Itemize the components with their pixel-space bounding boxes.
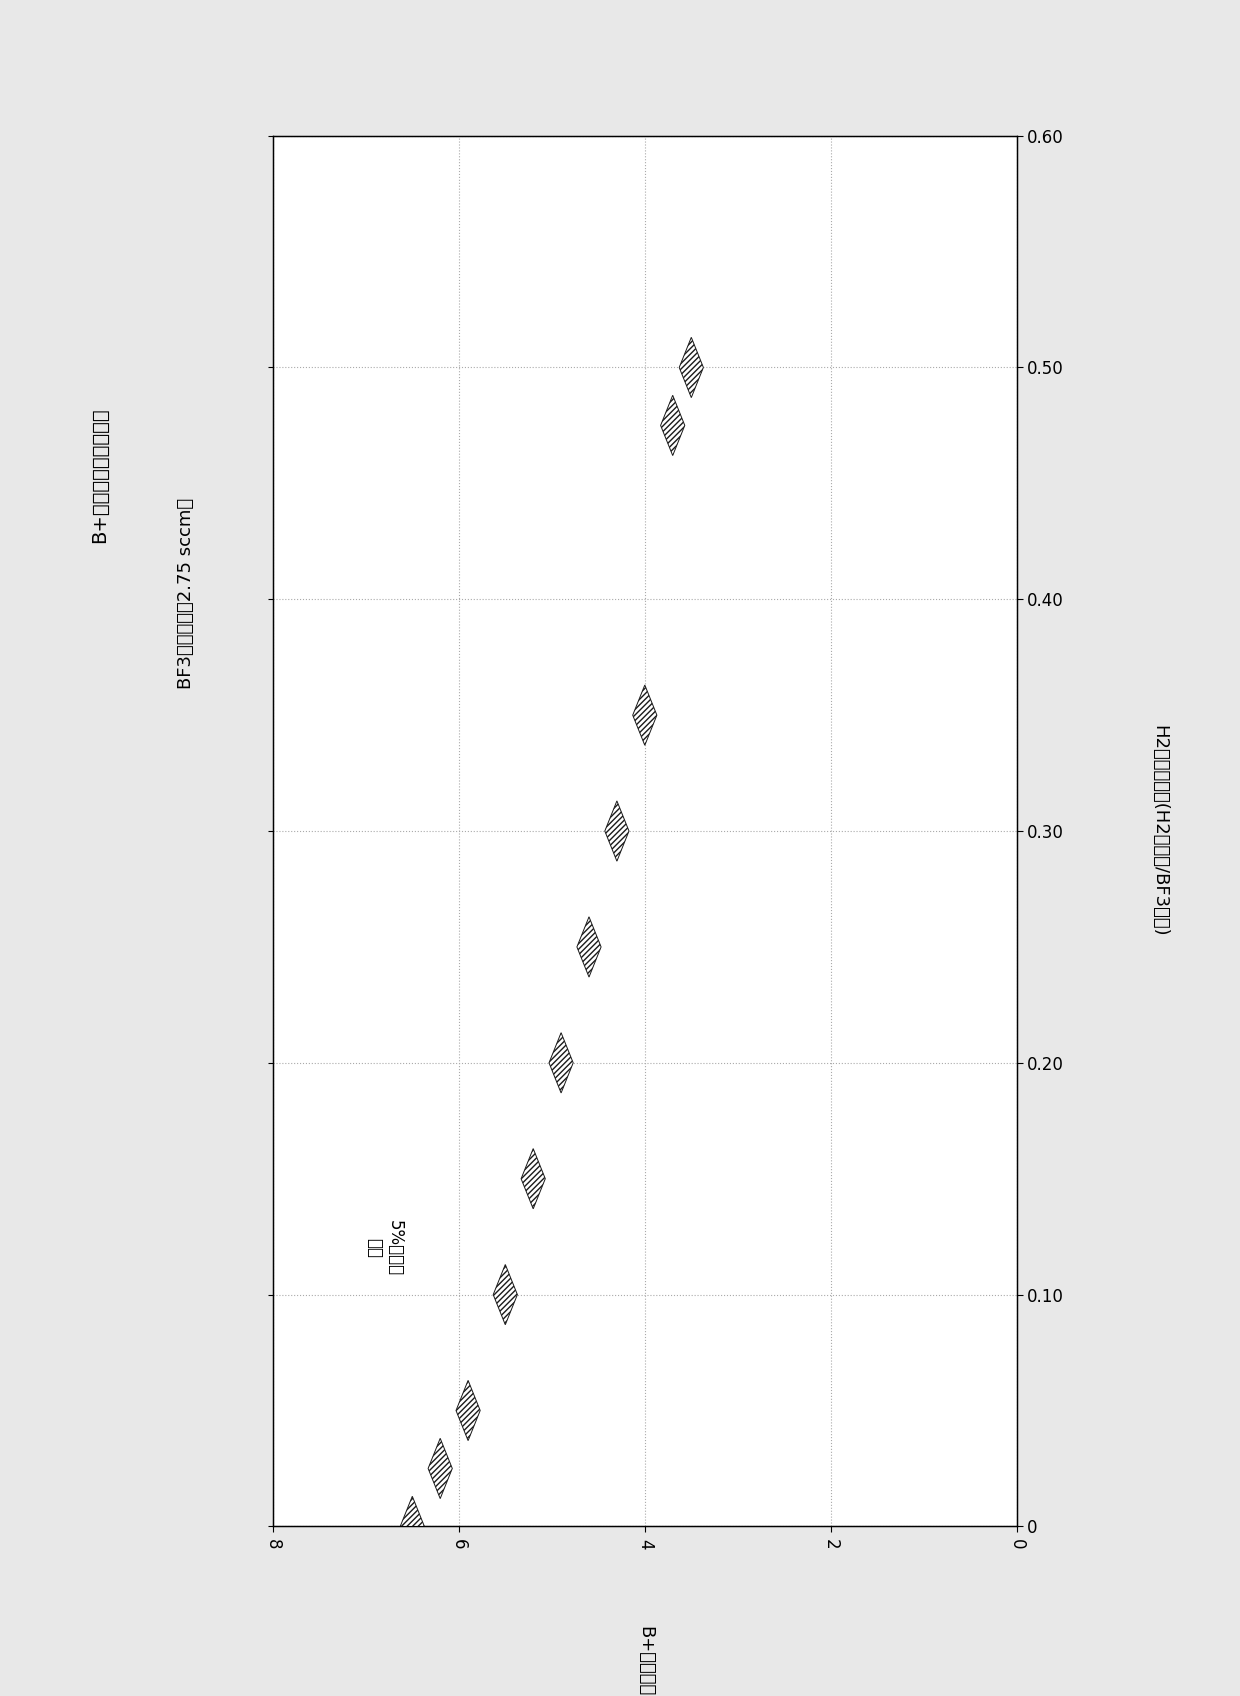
Text: B+射束电流对比共流动: B+射束电流对比共流动 bbox=[89, 407, 109, 543]
Polygon shape bbox=[521, 1148, 546, 1209]
Polygon shape bbox=[401, 1496, 424, 1557]
X-axis label: B+射束电流量: B+射束电流量 bbox=[636, 1626, 653, 1696]
Polygon shape bbox=[605, 801, 629, 862]
Y-axis label: H2共流动比率(H2共流动/BF3流动): H2共流动比率(H2共流动/BF3流动) bbox=[1151, 726, 1168, 936]
Polygon shape bbox=[661, 395, 684, 456]
Polygon shape bbox=[428, 1438, 453, 1499]
Polygon shape bbox=[680, 338, 703, 397]
Polygon shape bbox=[549, 1033, 573, 1092]
Text: 5%混合物
条件: 5%混合物 条件 bbox=[365, 1219, 404, 1277]
Polygon shape bbox=[456, 1381, 480, 1440]
Polygon shape bbox=[494, 1265, 517, 1325]
Polygon shape bbox=[577, 918, 601, 977]
Text: BF3气体流量在2.75 sccm下: BF3气体流量在2.75 sccm下 bbox=[177, 499, 195, 689]
Polygon shape bbox=[632, 685, 657, 745]
